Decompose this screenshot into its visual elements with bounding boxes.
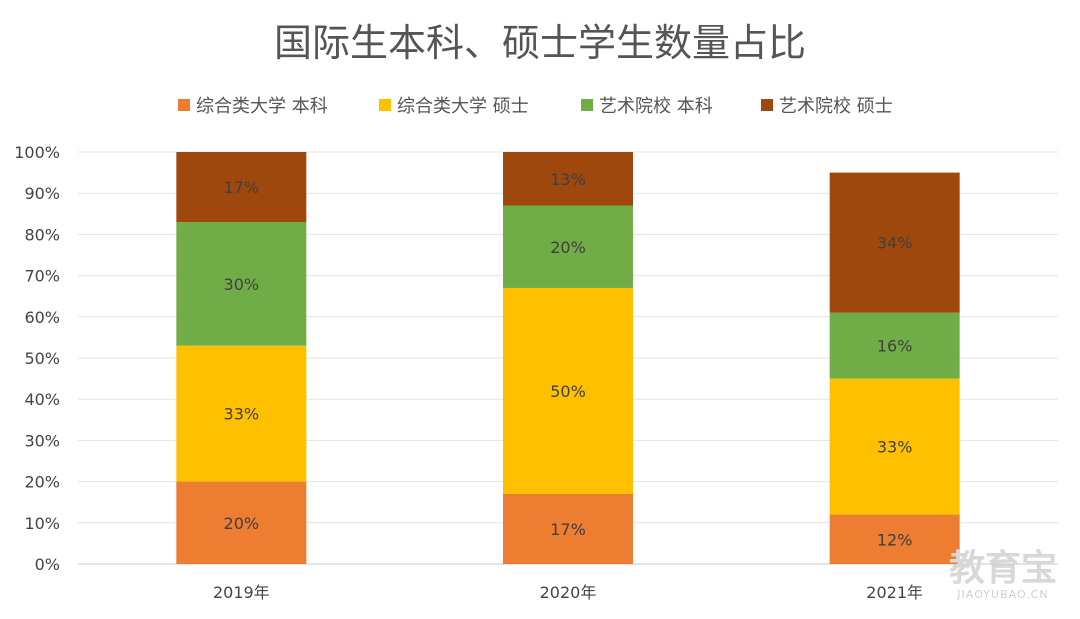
y-tick-label: 80% [24,225,60,244]
data-label: 17% [550,520,586,539]
x-axis: 2019年 2020年 2021年 [213,583,923,602]
data-label: 12% [877,530,913,549]
bar-segment [176,481,307,564]
bar-segment [829,378,960,515]
bar-segment [829,312,960,379]
x-tick-label: 2019年 [213,583,270,602]
data-label: 16% [877,337,913,356]
legend-label: 艺术院校 硕士 [779,96,893,117]
y-tick-label: 0% [35,555,60,574]
data-label: 50% [550,382,586,401]
data-label: 20% [550,238,586,257]
y-tick-label: 100% [14,143,60,162]
legend-label: 综合类大学 本科 [196,96,328,117]
y-tick-label: 90% [24,184,60,203]
bar-segment [829,514,960,564]
y-tick-label: 60% [24,308,60,327]
data-label: 34% [877,234,913,253]
y-tick-label: 30% [24,431,60,450]
watermark-subtext: JIAOYUBAO.CN [956,588,1048,601]
bar-segment [176,345,307,482]
legend-swatch [178,99,190,111]
x-tick-label: 2020年 [540,583,597,602]
bar-segment [176,152,307,223]
x-tick-label: 2021年 [866,583,923,602]
watermark-text: 教育宝 [949,548,1057,589]
bar-segment [503,493,633,564]
bar-segment [503,205,633,288]
legend-label: 综合类大学 硕士 [397,96,529,117]
legend: 综合类大学 本科 综合类大学 硕士 艺术院校 本科 艺术院校 硕士 [178,96,893,117]
bar-segment [503,287,633,494]
data-label: 30% [224,275,260,294]
y-tick-label: 10% [24,514,60,533]
data-label: 33% [877,438,913,457]
bars: 20% 33% 30% 17% 17% 50% 20% 13% 12% 33% 16% 34% [176,152,960,564]
watermark-logo: 教育宝 JIAOYUBAO.CN [949,548,1057,601]
y-tick-label: 70% [24,267,60,286]
data-label: 17% [224,178,260,197]
y-tick-label: 40% [24,390,60,409]
y-tick-label: 20% [24,473,60,492]
legend-swatch [761,99,773,111]
data-label: 33% [224,405,260,424]
legend-label: 艺术院校 本科 [599,96,713,117]
y-tick-label: 50% [24,349,60,368]
data-label: 13% [550,170,586,189]
data-label: 20% [224,514,260,533]
legend-swatch [379,99,391,111]
bar-segment [503,152,633,206]
chart-title: 国际生本科、硕士学生数量占比 [274,21,806,65]
legend-swatch [581,99,593,111]
y-axis: 0% 10% 20% 30% 40% 50% 60% 70% 80% 90% 100% [14,143,60,574]
bar-segment [176,222,307,346]
bar-segment [829,172,960,313]
